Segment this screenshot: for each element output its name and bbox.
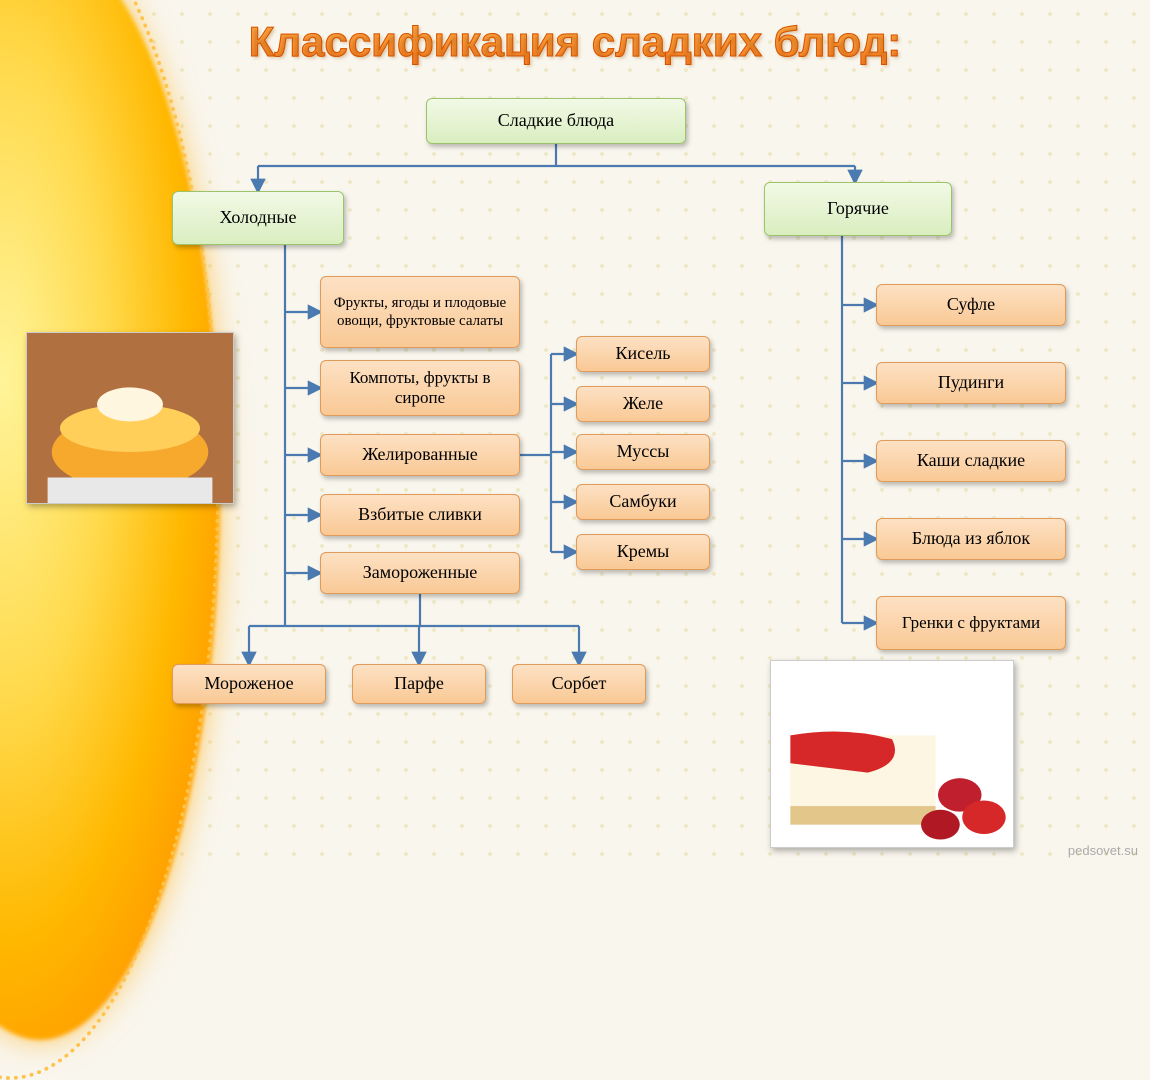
node-h_kasha: Каши сладкие: [876, 440, 1066, 482]
page-title: Классификация сладких блюд:: [0, 18, 1150, 66]
node-h_souffle: Суфле: [876, 284, 1066, 326]
watermark: pedsovet.su: [1068, 843, 1138, 858]
node-j_mousse: Муссы: [576, 434, 710, 470]
node-root: Сладкие блюда: [426, 98, 686, 144]
node-h_apple: Блюда из яблок: [876, 518, 1066, 560]
node-cold_jelly: Желированные: [320, 434, 520, 476]
decorative-swoosh-outline: [0, 0, 220, 1080]
cheesecake-image: [770, 660, 1014, 848]
node-j_sambuk: Самбуки: [576, 484, 710, 520]
node-cold_compotes: Компоты, фрукты в сиропе: [320, 360, 520, 416]
node-j_cream: Кремы: [576, 534, 710, 570]
node-cold_whipped: Взбитые сливки: [320, 494, 520, 536]
node-j_kisel: Кисель: [576, 336, 710, 372]
node-cold: Холодные: [172, 191, 344, 245]
dessert-glass-image: [26, 332, 234, 504]
node-h_pudding: Пудинги: [876, 362, 1066, 404]
node-j_zhele: Желе: [576, 386, 710, 422]
node-h_grenki: Гренки с фруктами: [876, 596, 1066, 650]
node-f_sorbet: Сорбет: [512, 664, 646, 704]
node-f_ice: Мороженое: [172, 664, 326, 704]
node-cold_frozen: Замороженные: [320, 552, 520, 594]
node-hot: Горячие: [764, 182, 952, 236]
node-cold_fruits: Фрукты, ягоды и плодовые овощи, фруктовы…: [320, 276, 520, 348]
node-f_parfe: Парфе: [352, 664, 486, 704]
